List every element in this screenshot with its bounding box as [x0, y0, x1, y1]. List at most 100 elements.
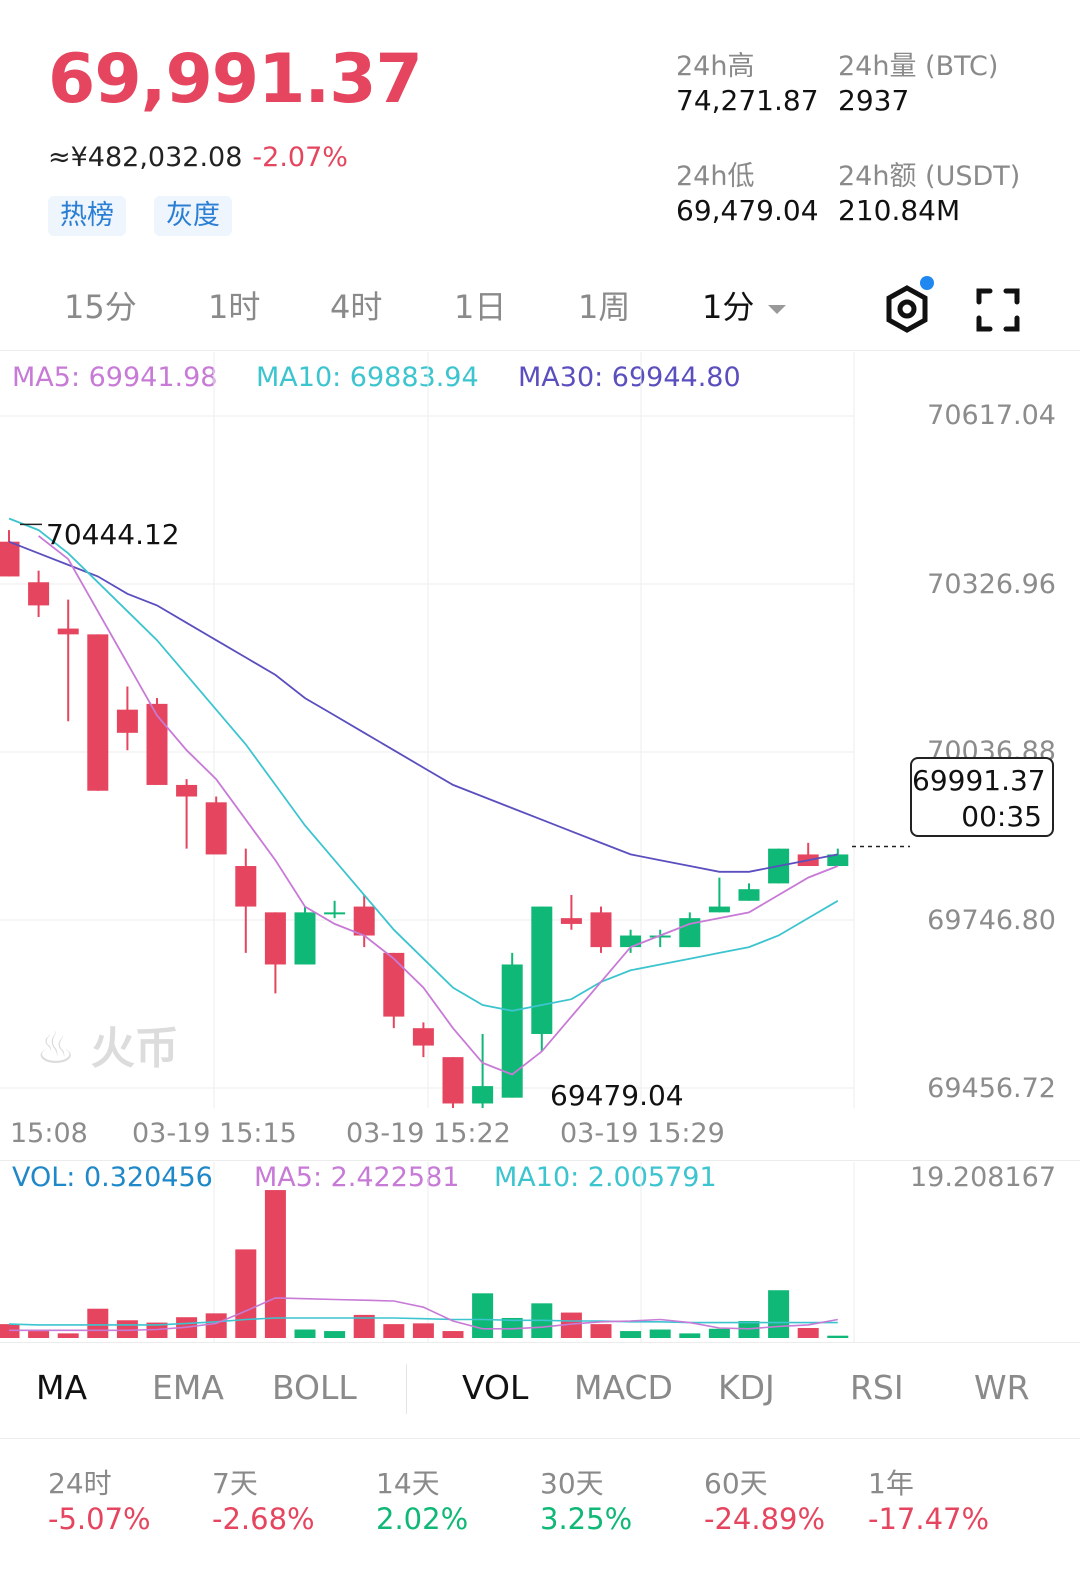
volume-bar — [472, 1293, 494, 1338]
legend-ma5: MA5: 69941.98 — [12, 362, 218, 393]
countdown: 00:35 — [961, 800, 1042, 833]
candle — [827, 854, 849, 867]
candle — [620, 935, 642, 948]
volume-bar — [560, 1312, 582, 1338]
stat-high-label: 24h高 — [676, 51, 755, 82]
perf-value: -2.68% — [212, 1502, 315, 1536]
volume-chart[interactable] — [0, 1162, 1080, 1342]
tab-wr[interactable]: WR — [974, 1368, 1030, 1407]
candle — [235, 866, 257, 907]
tab-vol[interactable]: VOL — [462, 1368, 529, 1407]
candle — [383, 952, 405, 1017]
volume-bar — [57, 1333, 79, 1338]
candle — [738, 889, 760, 901]
tag-grayscale[interactable]: 灰度 — [154, 196, 232, 236]
tag-hot[interactable]: 热榜 — [48, 196, 126, 236]
vol-ma5-line — [9, 1297, 838, 1332]
tab-rsi[interactable]: RSI — [850, 1368, 904, 1407]
volume-bar — [797, 1327, 819, 1338]
volume-bar — [28, 1331, 50, 1338]
vol-max-label: 19.208167 — [909, 1162, 1056, 1193]
divider — [0, 350, 1080, 351]
perf-label: 1年 — [868, 1467, 914, 1500]
stat-high-value: 74,271.87 — [676, 84, 819, 117]
y-tick: 69456.72 — [927, 1073, 1056, 1104]
vol-ma10-line — [8, 1317, 838, 1326]
tab-kdj[interactable]: KDJ — [718, 1368, 775, 1407]
x-tick: 15:08 — [10, 1118, 88, 1149]
candle — [87, 634, 109, 791]
legend-vol-ma5: MA5: 2.422581 — [254, 1162, 460, 1193]
x-tick: 03-19 15:29 — [560, 1118, 725, 1149]
candle — [353, 906, 375, 936]
perf-value: 2.02% — [376, 1502, 469, 1536]
ma5-line — [38, 535, 839, 1076]
ma10-line — [8, 517, 839, 1012]
candle — [146, 703, 168, 785]
candle — [560, 918, 582, 924]
volume-bar — [294, 1329, 316, 1338]
volume-bar — [87, 1308, 109, 1338]
tab-1m-label: 1分 — [702, 288, 755, 326]
price-change: -2.07% — [252, 142, 348, 173]
fullscreen-icon[interactable] — [976, 288, 1020, 332]
perf-value: -24.89% — [704, 1502, 826, 1536]
volume-bar — [768, 1290, 790, 1338]
candle — [531, 906, 553, 1034]
tab-1w[interactable]: 1周 — [578, 288, 631, 326]
volume-bar — [383, 1324, 405, 1338]
cny-price: ≈¥482,032.08 — [48, 142, 243, 173]
stat-amt-value: 210.84M — [838, 194, 961, 227]
volume-bar — [353, 1314, 375, 1338]
volume-bar — [324, 1331, 346, 1338]
legend-vol-ma10: MA10: 2.005791 — [494, 1162, 717, 1193]
watermark-text: 火币 — [90, 1023, 179, 1074]
stat-vol-label: 24h量 (BTC) — [838, 51, 999, 82]
x-tick: 03-19 15:22 — [346, 1118, 511, 1149]
volume-bar — [264, 1190, 286, 1338]
candle — [649, 935, 671, 938]
last-price: 69,991.37 — [48, 40, 423, 119]
tab-boll[interactable]: BOLL — [272, 1368, 357, 1407]
tab-1d[interactable]: 1日 — [454, 288, 507, 326]
candle — [324, 912, 346, 915]
current-price-tag[interactable]: 69991.37 00:35 — [910, 757, 1054, 837]
max-price-label: 70444.12 — [46, 518, 180, 551]
volume-bar — [590, 1324, 612, 1338]
legend-vol: VOL: 0.320456 — [12, 1162, 213, 1193]
min-price-label: 69479.04 — [550, 1079, 684, 1112]
candle — [116, 709, 138, 733]
watermark-logo: ♨ 火币 — [36, 1023, 179, 1074]
tab-ma[interactable]: MA — [36, 1368, 88, 1407]
candle — [176, 784, 198, 797]
stat-vol-value: 2937 — [838, 84, 910, 117]
candle — [57, 628, 79, 635]
notification-dot — [920, 276, 934, 290]
tab-4h[interactable]: 4时 — [330, 288, 383, 326]
divider — [0, 1438, 1080, 1439]
candle — [0, 541, 20, 577]
volume-bar — [708, 1328, 730, 1338]
volume-bar — [235, 1249, 257, 1338]
settings-icon[interactable] — [882, 284, 932, 334]
tab-ema[interactable]: EMA — [152, 1368, 224, 1407]
volume-bar — [620, 1331, 642, 1338]
candle — [412, 1028, 434, 1046]
candlestick-chart[interactable] — [0, 352, 1080, 1108]
tab-1h[interactable]: 1时 — [208, 288, 261, 326]
stat-amt-label: 24h额 (USDT) — [838, 161, 1021, 192]
x-tick: 03-19 15:15 — [132, 1118, 297, 1149]
tab-1m-dropdown[interactable]: 1分 — [702, 282, 787, 328]
perf-value: -17.47% — [868, 1502, 990, 1536]
perf-label: 30天 — [540, 1467, 604, 1500]
tab-macd[interactable]: MACD — [574, 1368, 673, 1407]
volume-bar — [442, 1331, 464, 1338]
candle — [472, 1086, 494, 1104]
legend-ma10: MA10: 69883.94 — [256, 362, 479, 393]
candle — [590, 912, 612, 948]
stat-low-label: 24h低 — [676, 161, 755, 192]
candle — [708, 906, 730, 913]
candle — [205, 802, 227, 855]
volume-bar — [116, 1320, 138, 1338]
tab-15m[interactable]: 15分 — [64, 288, 137, 326]
